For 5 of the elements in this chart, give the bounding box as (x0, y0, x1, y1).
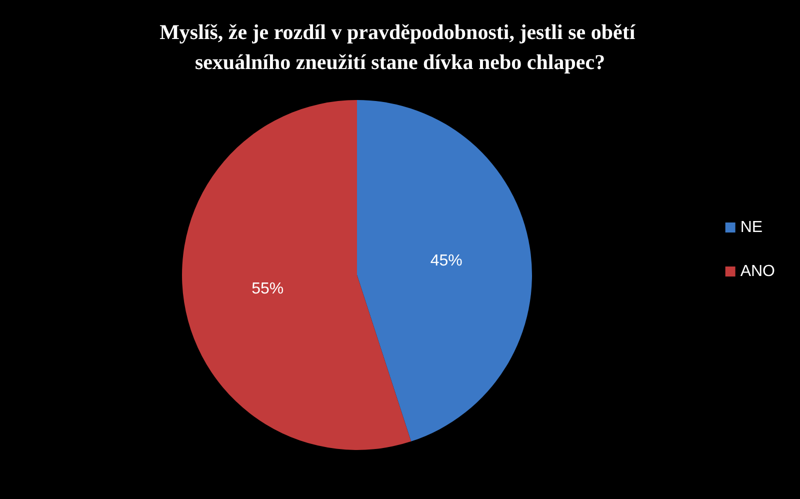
legend-label: NE (740, 219, 763, 236)
chart-title: Myslíš, že je rozdíl v pravděpodobnosti, jestli se obětí sexuálního zneužití stane dívka nebo chlapec? (160, 20, 640, 74)
data-label: 55% (252, 280, 284, 298)
legend-label: ANO (740, 263, 775, 280)
data-label: 45% (430, 252, 462, 270)
